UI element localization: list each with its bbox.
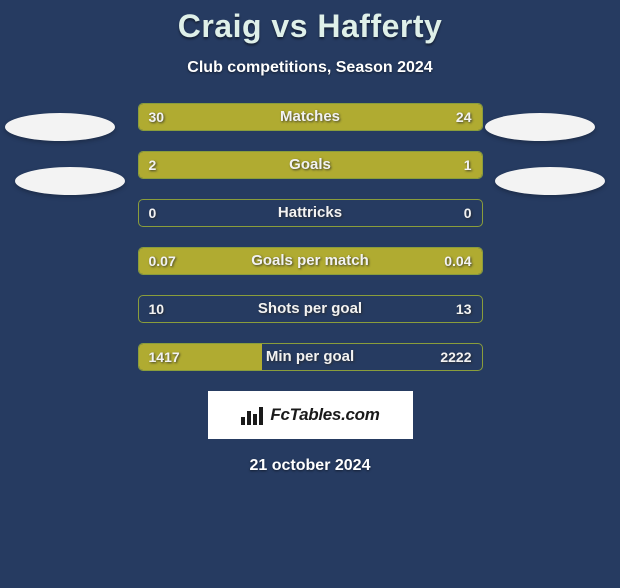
player-oval (15, 167, 125, 195)
stat-row: 21Goals (138, 151, 483, 179)
stat-label: Hattricks (139, 200, 482, 226)
comparison-stage: 3024Matches 21Goals 00Hattricks 0.070.04Goa… (0, 103, 620, 371)
logo-box: FcTables.com (208, 391, 413, 439)
stat-row: 0.070.04Goals per match (138, 247, 483, 275)
stat-label: Shots per goal (139, 296, 482, 322)
stat-label: Matches (139, 104, 482, 130)
logo-text: FcTables.com (270, 405, 379, 425)
player-oval (5, 113, 115, 141)
stat-label: Min per goal (139, 344, 482, 370)
barchart-icon (240, 405, 264, 425)
stat-row: 1013Shots per goal (138, 295, 483, 323)
stat-row: 14172222Min per goal (138, 343, 483, 371)
footer-date: 21 october 2024 (0, 457, 620, 475)
player-oval (495, 167, 605, 195)
stat-bars: 3024Matches 21Goals 00Hattricks 0.070.04Goa… (138, 103, 483, 371)
stat-row: 3024Matches (138, 103, 483, 131)
player-oval (485, 113, 595, 141)
page-title: Craig vs Hafferty (0, 8, 620, 45)
stat-label: Goals (139, 152, 482, 178)
page-subtitle: Club competitions, Season 2024 (0, 59, 620, 77)
stat-label: Goals per match (139, 248, 482, 274)
stat-row: 00Hattricks (138, 199, 483, 227)
